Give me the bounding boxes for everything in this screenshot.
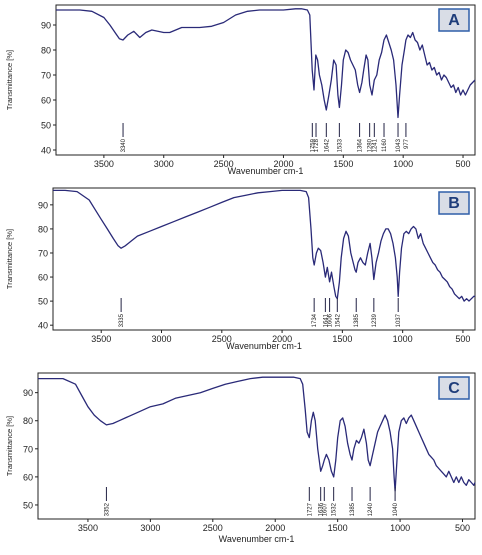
panel-c-badge [438,376,470,400]
panel-a-y-tick-label: 50 [41,121,51,131]
panel-a-plot-frame [55,4,476,156]
panel-c-peak-label: 1636 [319,502,325,516]
panel-c-x-tick-label: 1000 [390,523,410,533]
panel-a-x-tick-label: 1000 [393,159,413,169]
panel-c-x-tick-label: 2000 [265,523,285,533]
panel-b-plot-frame [52,187,476,331]
panel-b-x-tick-label: 2500 [212,334,232,344]
panel-a-y-tick-label: 70 [41,71,51,81]
panel-c-badge-label: C [448,380,460,397]
panel-b-y-tick-label: 60 [38,273,48,283]
panel-a-peak-label: 1043 [396,138,402,152]
panel-a-peak-label: 1241 [372,138,378,152]
panel-b-peak-label: 1734 [312,313,318,327]
panel-a-peak-label: 3340 [121,138,127,152]
panel-b-x-tick-label: 3500 [91,334,111,344]
panel-c-x-tick-label: 2500 [203,523,223,533]
panel-a-y-tick-label: 90 [41,21,51,31]
panel-c-x-tick-label: 3000 [140,523,160,533]
panel-c-y-tick-label: 60 [23,472,33,482]
panel-a-peak-label: 1728 [314,138,320,152]
panel-b-peak-label: 1385 [354,313,360,327]
panel-a-x-tick-label: 1500 [333,159,353,169]
panel-b-x-tick-label: 3000 [151,334,171,344]
panel-a-x-tick-label: 3000 [154,159,174,169]
panel-b-peak-label: 3335 [119,313,125,327]
panel-b-badge [438,191,470,215]
panel-a-spectrum-line [56,8,476,119]
panel-a-x-tick-label: 2500 [214,159,234,169]
panel-c-peak-label: 3352 [104,502,110,516]
panel-b-x-tick-label: 2000 [272,334,292,344]
panel-b-y-tick-label: 40 [38,321,48,331]
panel-b-peak-label: 1641 [323,313,329,327]
panel-c-peak-label: 1385 [350,502,356,516]
panel-c-spectrum-line [38,376,476,492]
panel-a-x-tick-label: 3500 [94,159,114,169]
panel-b-y-tick-label: 80 [38,224,48,234]
panel-a-y-tick-label: 60 [41,96,51,106]
panel-c-y-axis-label: Transmittance [%] [5,416,14,476]
panel-a: 40 50 60 70 80 90 3500 3000 2500 2000 1500 1000 500 W… [5,4,476,176]
panel-b-peak-label: 1542 [335,313,341,327]
panel-c-x-axis-label: Wavenumber cm-1 [219,534,295,544]
panel-a-x-axis-label: Wavenumber cm-1 [228,166,304,176]
panel-b-peak-label: 1239 [372,313,378,327]
panel-c-plot-frame [37,372,476,520]
panel-c-peak-label: 1240 [368,502,374,516]
panel-b-peak-label: 1037 [396,313,402,327]
panel-c-peak-label: 1040 [393,502,399,516]
panel-c-peak-label: 1607 [322,502,328,516]
panel-b-x-axis-label: Wavenumber cm-1 [226,341,302,351]
panel-b-y-axis-label: Transmittance [%] [5,229,14,289]
panel-b-y-tick-label: 50 [38,297,48,307]
panel-b-badge-label: B [448,195,460,212]
panel-c-peak-label: 1727 [307,502,313,516]
panel-a-y-tick-label: 80 [41,46,51,56]
panel-c-y-tick-label: 70 [23,444,33,454]
panel-b-y-tick-label: 70 [38,248,48,258]
panel-b-x-tick-label: 500 [455,334,470,344]
panel-b-x-tick-label: 1500 [332,334,352,344]
panel-c-y-tick-label: 50 [23,500,33,510]
panel-c-y-tick-label: 90 [23,388,33,398]
panel-c-x-tick-label: 3500 [78,523,98,533]
panel-b: 40 50 60 70 80 90 3500 3000 2500 2000 1500 1000 500 W… [5,187,476,351]
panel-b-y-tick-label: 90 [38,200,48,210]
panel-c-x-tick-label: 500 [455,523,470,533]
panel-a-badge-label: A [448,12,460,29]
panel-a-y-axis-label: Transmittance [%] [5,50,14,110]
panel-c-peak-label: 1532 [332,502,338,516]
panel-a-badge [438,8,470,32]
panel-a-x-tick-label: 500 [456,159,471,169]
panel-a-peak-label: 977 [404,138,410,149]
panel-a-peak-label: 1280 [368,138,374,152]
panel-c-y-tick-label: 80 [23,416,33,426]
panel-b-x-tick-label: 1000 [393,334,413,344]
panel-a-x-tick-label: 2000 [273,159,293,169]
panel-a-peak-label: 1364 [358,138,364,152]
panel-b-spectrum-line [53,189,475,302]
panel-a-peak-label: 1642 [324,138,330,152]
panel-b-peak-label: 1606 [328,313,334,327]
panel-a-y-tick-label: 40 [41,146,51,156]
panel-a-peak-label: 1160 [382,138,388,152]
panel-a-peak-label: 1533 [337,138,343,152]
panel-c-x-tick-label: 1500 [328,523,348,533]
panel-c: 50 60 70 80 90 3500 3000 2500 2000 1500 1000 500 Wav… [5,372,476,544]
panel-a-peak-label: 1759 [310,138,316,152]
